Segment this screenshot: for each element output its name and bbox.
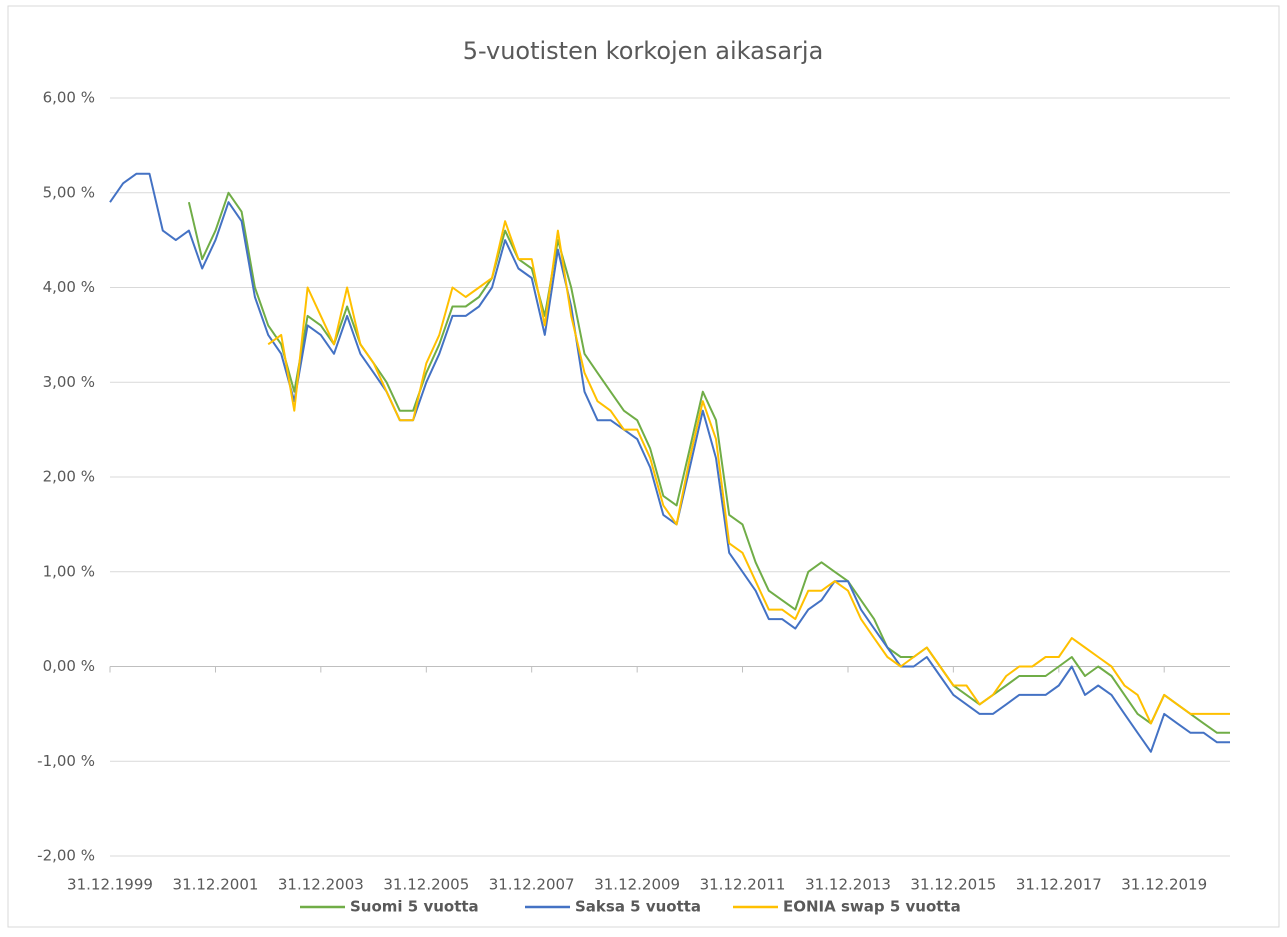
chart-title: 5-vuotisten korkojen aikasarja xyxy=(463,37,824,65)
x-tick-label: 31.12.2017 xyxy=(1016,876,1102,894)
x-tick-label: 31.12.2001 xyxy=(173,876,259,894)
y-tick-label: 5,00 % xyxy=(43,183,95,201)
y-tick-label: -1,00 % xyxy=(37,752,95,770)
y-tick-label: 6,00 % xyxy=(43,89,95,107)
y-tick-label: 0,00 % xyxy=(43,657,95,675)
legend-label: Saksa 5 vuotta xyxy=(575,898,701,916)
y-tick-label: 2,00 % xyxy=(43,468,95,486)
x-tick-label: 31.12.2013 xyxy=(805,876,891,894)
y-tick-label: 3,00 % xyxy=(43,373,95,391)
x-tick-label: 31.12.2011 xyxy=(700,876,786,894)
y-tick-label: -2,00 % xyxy=(37,847,95,865)
x-tick-label: 31.12.2003 xyxy=(278,876,364,894)
legend-label: EONIA swap 5 vuotta xyxy=(783,898,961,916)
legend-label: Suomi 5 vuotta xyxy=(350,898,479,916)
chart-frame xyxy=(7,5,1280,928)
series-line xyxy=(267,220,1230,725)
x-tick-label: 31.12.2009 xyxy=(594,876,680,894)
y-tick-label: 1,00 % xyxy=(43,562,95,580)
x-tick-label: 31.12.2019 xyxy=(1121,876,1207,894)
x-tick-label: 31.12.2005 xyxy=(383,876,469,894)
x-tick-label: 31.12.2015 xyxy=(910,876,996,894)
x-tick-label: 31.12.1999 xyxy=(67,876,153,894)
x-tick-label: 31.12.2007 xyxy=(489,876,575,894)
y-tick-label: 4,00 % xyxy=(43,278,95,296)
